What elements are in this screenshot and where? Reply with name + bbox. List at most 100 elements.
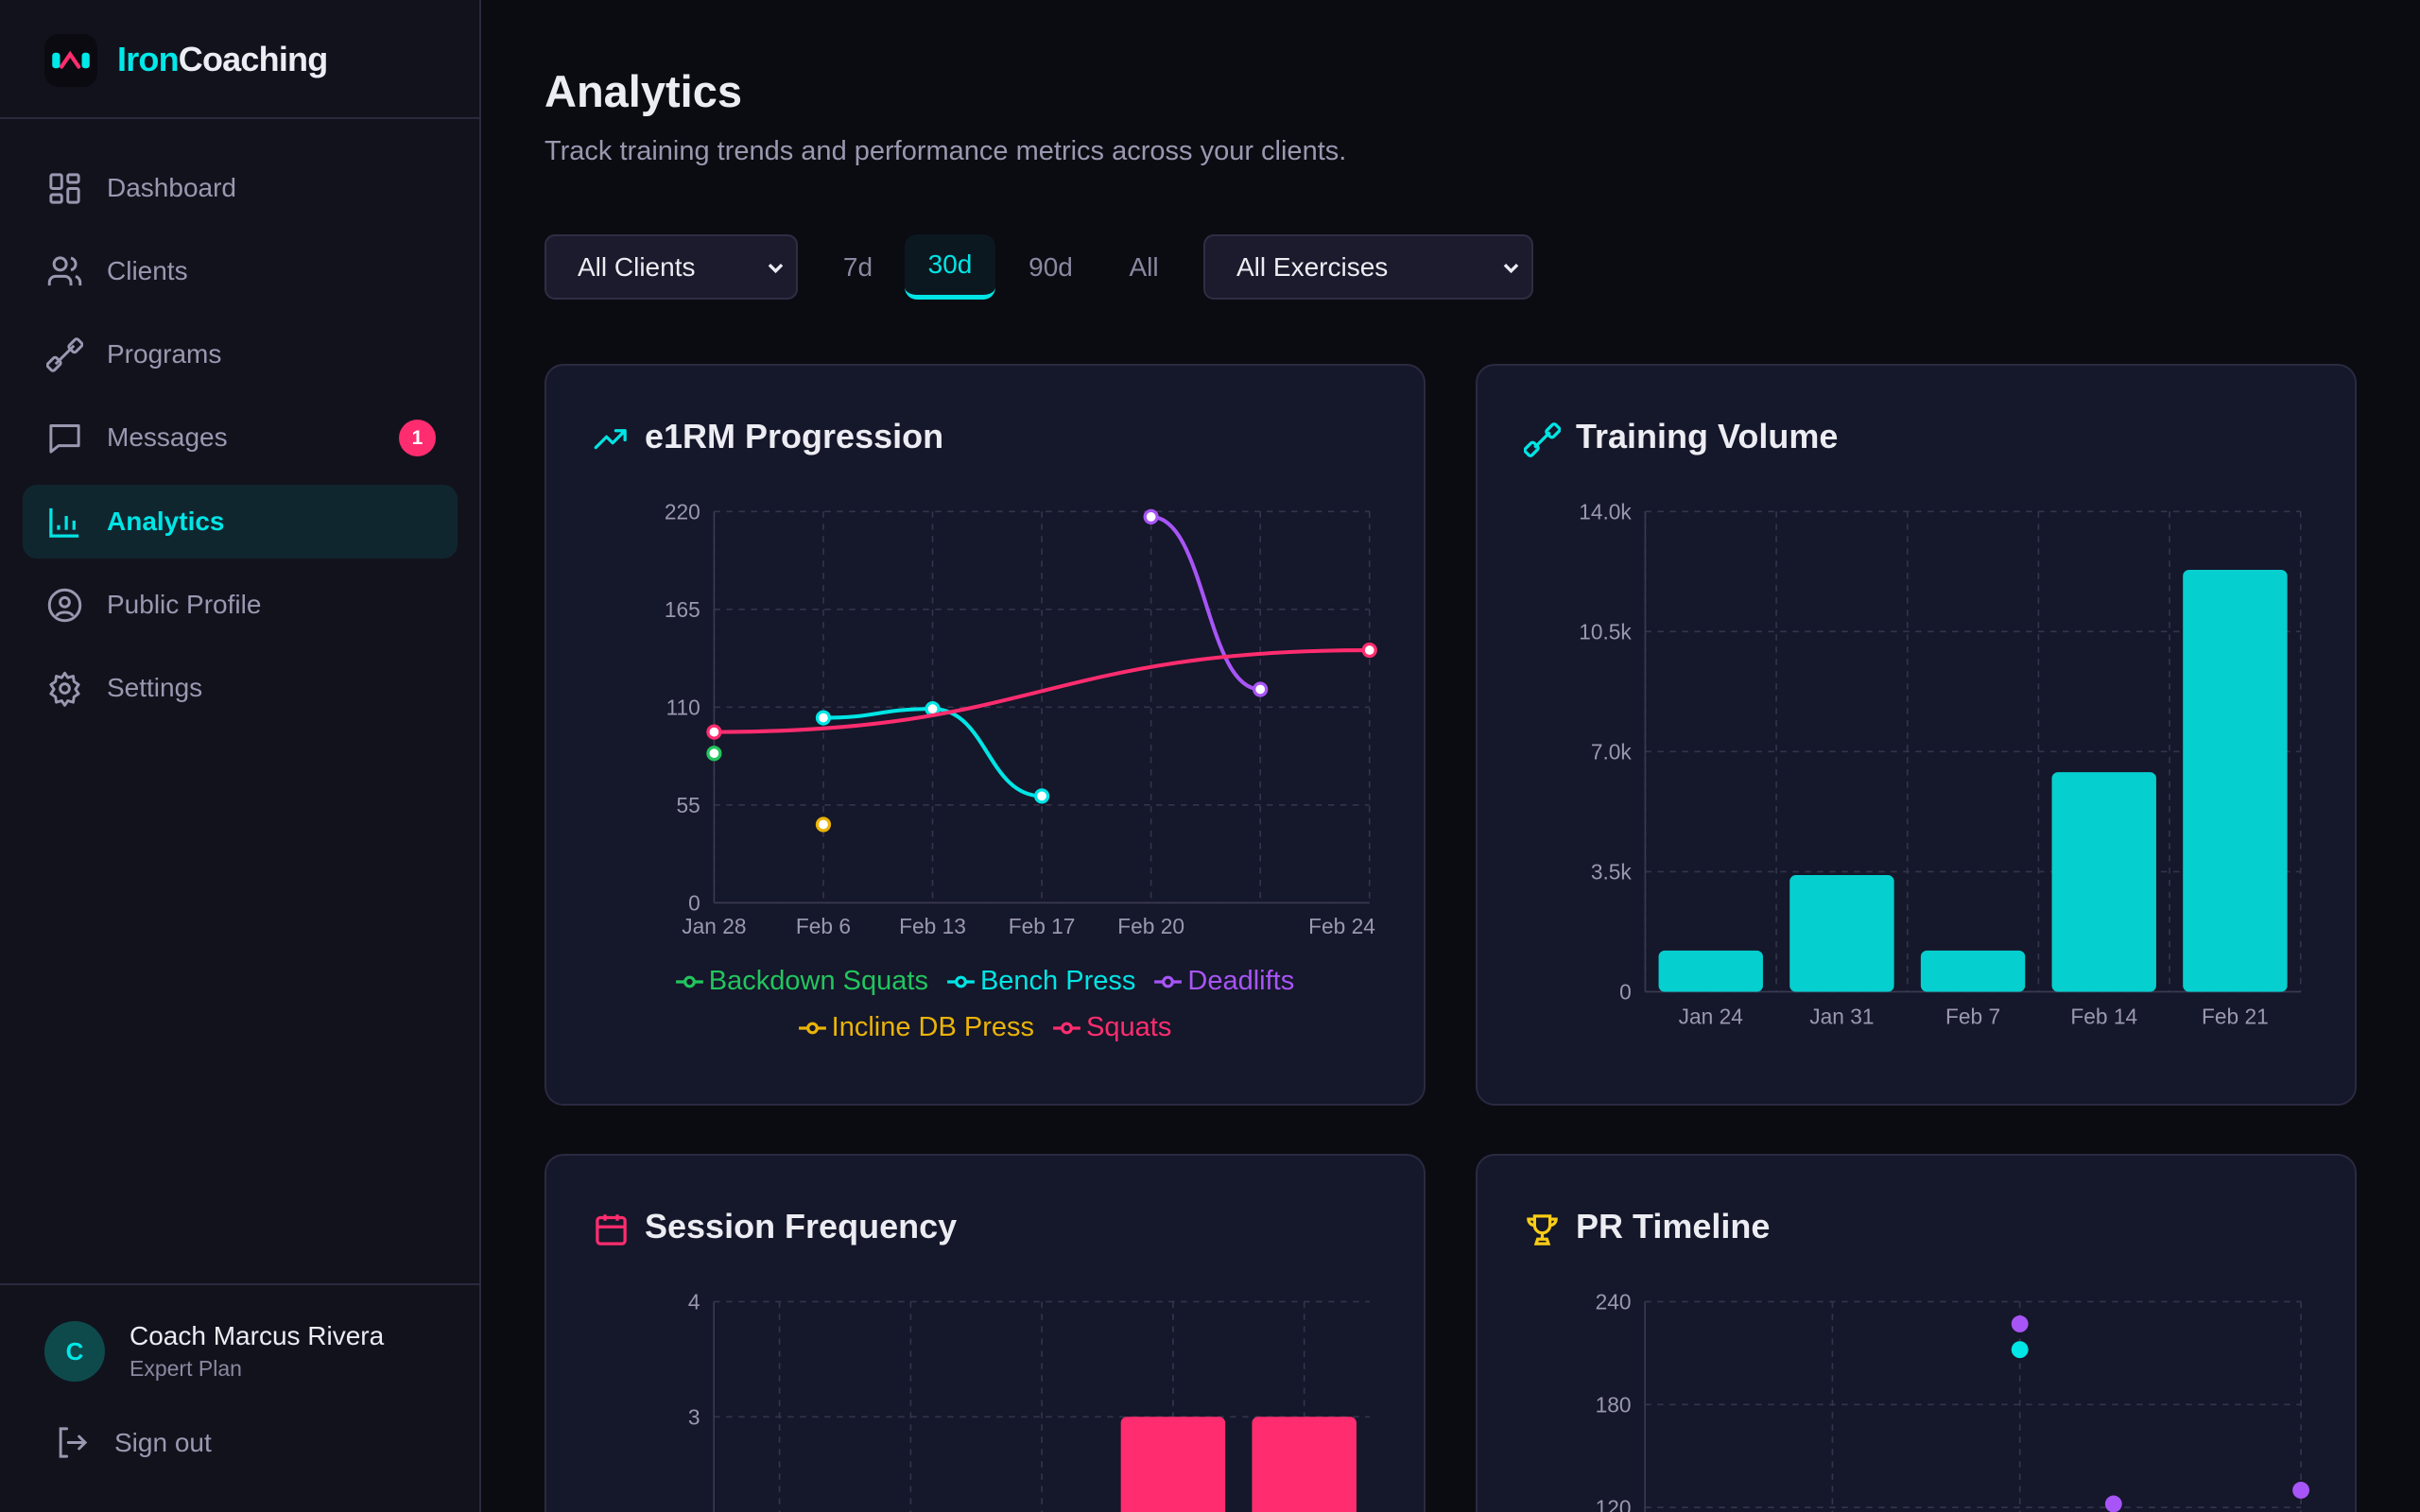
legend-marker-icon <box>798 1022 826 1034</box>
dashboard-icon <box>46 170 83 207</box>
client-select-value: All Clients <box>578 251 696 282</box>
gear-icon <box>46 670 83 707</box>
legend-item[interactable]: Backdown Squats <box>675 966 928 997</box>
volume-bar <box>1789 875 1894 992</box>
sidebar-item-label: Messages <box>107 422 228 452</box>
data-point <box>815 710 832 726</box>
dumbbell-icon <box>1524 422 1561 457</box>
logo-icon <box>44 34 97 87</box>
brand-part-1: Iron <box>117 40 180 78</box>
card-title: Session Frequency <box>645 1207 958 1246</box>
card-title: PR Timeline <box>1576 1207 1771 1246</box>
y-tick-label: 14.0k <box>1579 499 1632 524</box>
legend-marker-icon <box>1154 975 1183 988</box>
y-tick-label: 120 <box>1596 1495 1632 1512</box>
user-name: Coach Marcus Rivera <box>130 1321 385 1350</box>
y-tick-label: 7.0k <box>1591 739 1633 764</box>
data-point <box>706 746 722 762</box>
range-tab-7d[interactable]: 7d <box>842 251 873 282</box>
range-tab-all[interactable]: All <box>1129 251 1159 282</box>
volume-bar <box>1920 950 2026 992</box>
sidebar-item-label: Public Profile <box>107 590 262 619</box>
dumbbell-icon <box>46 336 83 373</box>
y-tick-label: 220 <box>665 499 700 524</box>
legend-marker-icon <box>675 975 703 988</box>
exercise-select[interactable]: All Exercises <box>1203 234 1533 300</box>
y-tick-label: 10.5k <box>1579 619 1632 644</box>
e1rm-chart: 0 55 110 165 220 Jan 28 Feb 6 Feb 13 Feb 17 Feb 2… <box>665 499 1377 938</box>
brand-part-2: Coaching <box>178 40 328 78</box>
sidebar-item-label: Analytics <box>107 507 225 536</box>
legend-item[interactable]: Squats <box>1053 1012 1171 1043</box>
client-select[interactable]: All Clients <box>544 234 798 300</box>
sidebar-item-label: Clients <box>107 256 188 285</box>
pr-point <box>2104 1495 2122 1512</box>
message-icon <box>46 420 83 456</box>
chevron-down-icon <box>768 264 784 274</box>
y-tick-label: 110 <box>666 695 700 719</box>
x-tick-label: Jan 24 <box>1679 1005 1743 1029</box>
sidebar-item-messages[interactable]: Messages 1 <box>23 401 458 474</box>
avatar[interactable]: C <box>44 1321 105 1382</box>
user-circle-icon <box>46 587 83 624</box>
sign-out-button[interactable]: Sign out <box>53 1424 212 1461</box>
chart-legend: Backdown Squats Bench Press Deadlifts <box>546 966 1424 997</box>
y-tick-label: 165 <box>665 597 700 622</box>
pr-point <box>2011 1315 2029 1332</box>
x-tick-label: Feb 20 <box>1117 914 1184 938</box>
user-plan: Expert Plan <box>130 1356 242 1381</box>
page-subtitle: Track training trends and performance me… <box>544 136 1347 166</box>
sidebar-item-analytics[interactable]: Analytics <box>23 485 458 558</box>
range-tab-30d[interactable]: 30d <box>905 234 995 300</box>
sidebar-item-dashboard[interactable]: Dashboard <box>23 151 458 225</box>
sidebar-item-settings[interactable]: Settings <box>23 651 458 725</box>
x-tick-label: Feb 14 <box>2070 1005 2137 1029</box>
sidebar-item-label: Dashboard <box>107 173 236 202</box>
pr-point <box>2011 1341 2029 1359</box>
card-title: e1RM Progression <box>645 417 944 455</box>
legend-item[interactable]: Bench Press <box>947 966 1135 997</box>
sidebar-item-clients[interactable]: Clients <box>23 234 458 308</box>
x-tick-label: Feb 7 <box>1945 1005 2000 1029</box>
y-tick-label: 180 <box>1596 1392 1632 1417</box>
range-tab-90d[interactable]: 90d <box>1028 251 1073 282</box>
legend-marker-icon <box>947 975 975 988</box>
data-point <box>815 816 832 833</box>
x-tick-label: Feb 17 <box>1009 914 1076 938</box>
training-volume-card: 0 3.5k 7.0k 10.5k 14.0k Jan 24 Jan 31 Feb 7 Feb … <box>1476 364 2357 1106</box>
x-tick-label: Jan 28 <box>682 914 746 938</box>
legend-item[interactable]: Incline DB Press <box>798 1012 1034 1043</box>
sidebar-item-programs[interactable]: Programs <box>23 318 458 391</box>
users-icon <box>46 253 83 290</box>
data-point <box>1143 508 1159 525</box>
chart-legend: Incline DB Press Squats <box>546 1012 1424 1043</box>
x-tick-label: Feb 24 <box>1308 914 1375 938</box>
training-volume-chart: 0 3.5k 7.0k 10.5k 14.0k Jan 24 Jan 31 Feb 7 Feb … <box>1579 499 2302 1029</box>
data-point <box>1253 681 1269 697</box>
y-tick-label: 3 <box>688 1404 700 1429</box>
volume-bar <box>1658 950 1763 992</box>
sign-out-label: Sign out <box>114 1427 212 1457</box>
brand-name: IronCoaching <box>117 40 328 79</box>
pr-timeline-card: 120 180 240 PR Timeline <box>1476 1154 2357 1512</box>
data-point <box>706 724 722 740</box>
pr-timeline-chart: 120 180 240 <box>1596 1290 2309 1512</box>
exercise-select-value: All Exercises <box>1236 251 1389 282</box>
legend-label: Backdown Squats <box>708 966 928 996</box>
x-tick-label: Feb 13 <box>899 914 966 938</box>
x-tick-label: Feb 21 <box>2202 1005 2269 1029</box>
session-frequency-chart: 34 <box>688 1290 1371 1512</box>
sidebar-item-public-profile[interactable]: Public Profile <box>23 568 458 642</box>
trending-up-icon <box>594 429 627 450</box>
volume-bar <box>2183 569 2288 992</box>
trophy-icon <box>1527 1214 1558 1246</box>
data-point <box>1033 788 1050 804</box>
y-tick-label: 3.5k <box>1591 860 1633 885</box>
y-tick-label: 0 <box>1619 980 1632 1005</box>
legend-label: Deadlifts <box>1187 966 1295 996</box>
legend-item[interactable]: Deadlifts <box>1154 966 1294 997</box>
logo[interactable]: IronCoaching <box>0 0 479 119</box>
x-tick-label: Feb 6 <box>796 914 851 938</box>
